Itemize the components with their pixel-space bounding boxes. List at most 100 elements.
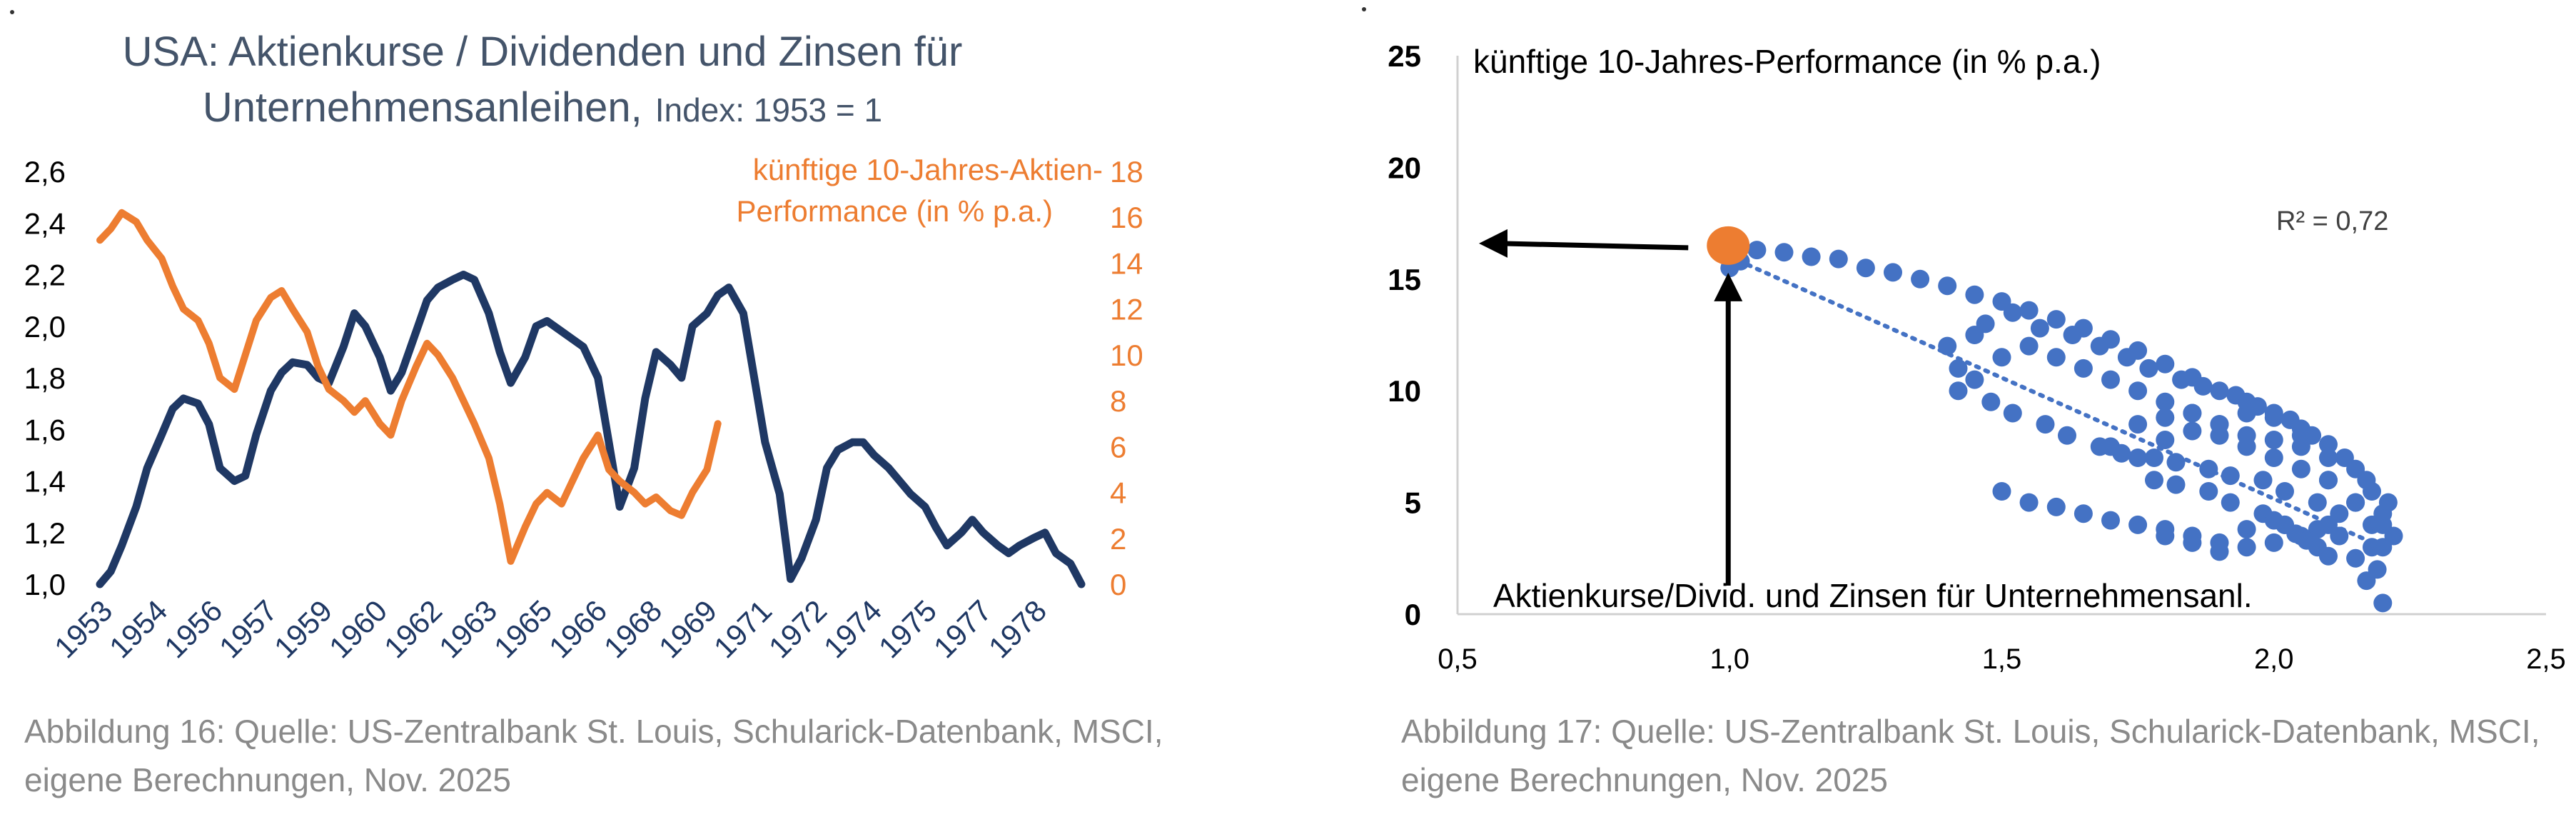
legend-orange-line1: künftige 10-Jahres-Aktien-: [753, 153, 1103, 186]
y-right-tick-label: 4: [1110, 476, 1126, 510]
caption-right: Abbildung 17: Quelle: US-Zentralbank St.…: [1401, 707, 2540, 804]
scatter-point: [2373, 593, 2393, 613]
y-right-tick-label: 2: [1110, 522, 1126, 556]
scatter-point: [2058, 426, 2076, 445]
scatter-point: [2139, 359, 2158, 378]
y-left-tick-label: 2,6: [24, 155, 66, 189]
scatter-point: [1911, 269, 1930, 289]
scatter-point: [2308, 493, 2327, 512]
y-left-tick-label: 1,4: [24, 465, 66, 498]
scatter-point: [2145, 471, 2163, 490]
y-right-tick-label: 16: [1110, 201, 1142, 234]
scatter-chart: künftige 10-Jahres-Performance (in % p.a…: [1388, 39, 2566, 675]
scatter-point: [2145, 448, 2163, 467]
x-tick-label: 0,5: [1438, 643, 1478, 675]
caption-left-line2: eigene Berechnungen, Nov. 2025: [24, 761, 512, 798]
scatter-point: [2166, 475, 2186, 494]
scatter-point: [2046, 497, 2066, 516]
chart-title-line1: USA: Aktienkurse / Dividenden und Zinsen…: [123, 29, 963, 75]
arrow-left-head: [1479, 229, 1507, 258]
y-right-tick-label: 10: [1110, 339, 1142, 372]
y-left-tick-label: 1,8: [24, 361, 66, 395]
scatter-point: [1856, 259, 1875, 278]
scatter-xlabel: Aktienkurse/Divid. und Zinsen für Untern…: [1493, 577, 2253, 614]
highlight-point: [1707, 226, 1750, 265]
x-tick-label: 1962: [378, 593, 448, 664]
y-left-tick-label: 2,2: [24, 259, 66, 292]
scatter-point: [2156, 392, 2175, 411]
scatter-point: [1949, 359, 1968, 378]
scatter-point: [2128, 415, 2148, 434]
scatter-point: [2101, 511, 2120, 530]
scatter-point: [2117, 348, 2136, 367]
scatter-point: [1747, 241, 1767, 260]
scatter-point: [2128, 448, 2148, 467]
scatter-point: [2319, 435, 2338, 454]
scatter-point: [2210, 415, 2229, 434]
x-tick-label: 2,5: [2526, 643, 2566, 675]
scatter-point: [1965, 285, 1984, 304]
y-right-tick-label: 0: [1110, 568, 1126, 601]
scatter-point: [2221, 466, 2240, 486]
scatter-point: [2363, 515, 2381, 534]
x-tick-label: 1968: [597, 593, 668, 664]
scatter-point: [2291, 459, 2310, 478]
scatter-point: [2248, 397, 2267, 416]
y-left-tick-label: 1,0: [24, 568, 66, 601]
y-left-tick-label: 2,0: [24, 310, 66, 344]
x-tick-label: 1971: [707, 593, 778, 664]
y-tick-label: 5: [1405, 486, 1421, 520]
series-line-performance: [96, 209, 722, 565]
scatter-point: [2237, 520, 2256, 539]
scatter-point: [2172, 370, 2191, 389]
scatter-point: [2253, 471, 2273, 490]
scatter-point: [2221, 493, 2240, 512]
scatter-point: [1976, 314, 1995, 334]
y-tick-label: 10: [1388, 374, 1421, 408]
scatter-point: [2210, 542, 2229, 561]
corner-dot: [10, 10, 14, 14]
x-tick-label: 1957: [213, 593, 283, 664]
scatter-point: [2074, 359, 2093, 378]
y-right-tick-label: 8: [1110, 384, 1126, 418]
scatter-point: [2264, 431, 2283, 449]
scatter-point: [1981, 392, 2001, 411]
x-tick-label: 1969: [652, 593, 723, 664]
scatter-point: [2074, 504, 2093, 523]
scatter-point: [2199, 459, 2218, 478]
y-right-tick-label: 18: [1110, 155, 1142, 189]
scatter-point: [2330, 526, 2349, 546]
x-tick-label: 1960: [323, 593, 393, 664]
legend-orange-line2: Performance (in % p.a.): [736, 194, 1053, 228]
x-tick-label: 1972: [762, 593, 833, 664]
chart-title-line2: Unternehmensanleihen, Index: 1953 = 1: [203, 84, 882, 131]
scatter-point: [2319, 448, 2338, 467]
scatter-point: [2264, 533, 2283, 552]
scatter-point: [2128, 515, 2148, 534]
caption-right-line1: Abbildung 17: Quelle: US-Zentralbank St.…: [1401, 713, 2540, 750]
scatter-point: [2156, 431, 2175, 449]
scatter-point: [2335, 448, 2354, 467]
scatter-point: [2276, 482, 2294, 501]
y-tick-label: 15: [1388, 263, 1421, 296]
x-tick-label: 1959: [268, 593, 338, 664]
x-tick-label: 1966: [542, 593, 613, 664]
x-tick-label: 1953: [48, 593, 118, 664]
caption-left: Abbildung 16: Quelle: US-Zentralbank St.…: [24, 707, 1163, 804]
scatter-title: künftige 10-Jahres-Performance (in % p.a…: [1473, 43, 2101, 80]
scatter-point: [1884, 263, 1902, 282]
scatter-point: [2264, 408, 2283, 427]
arrow-up-head: [1714, 272, 1743, 301]
scatter-point: [2101, 437, 2120, 456]
scatter-point: [1774, 243, 1794, 262]
scatter-point: [1992, 348, 2011, 367]
scatter-point: [2030, 319, 2049, 338]
scatter-point: [2063, 326, 2082, 344]
scatter-point: [1802, 247, 1821, 266]
scatter-point: [2319, 546, 2338, 566]
line-chart: USA: Aktienkurse / Dividenden und Zinsen…: [24, 29, 1142, 664]
scatter-point: [2156, 354, 2175, 374]
x-tick-label: 1975: [872, 593, 943, 664]
scatter-point: [2378, 493, 2398, 512]
r-squared-label: R² = 0,72: [2276, 206, 2388, 236]
